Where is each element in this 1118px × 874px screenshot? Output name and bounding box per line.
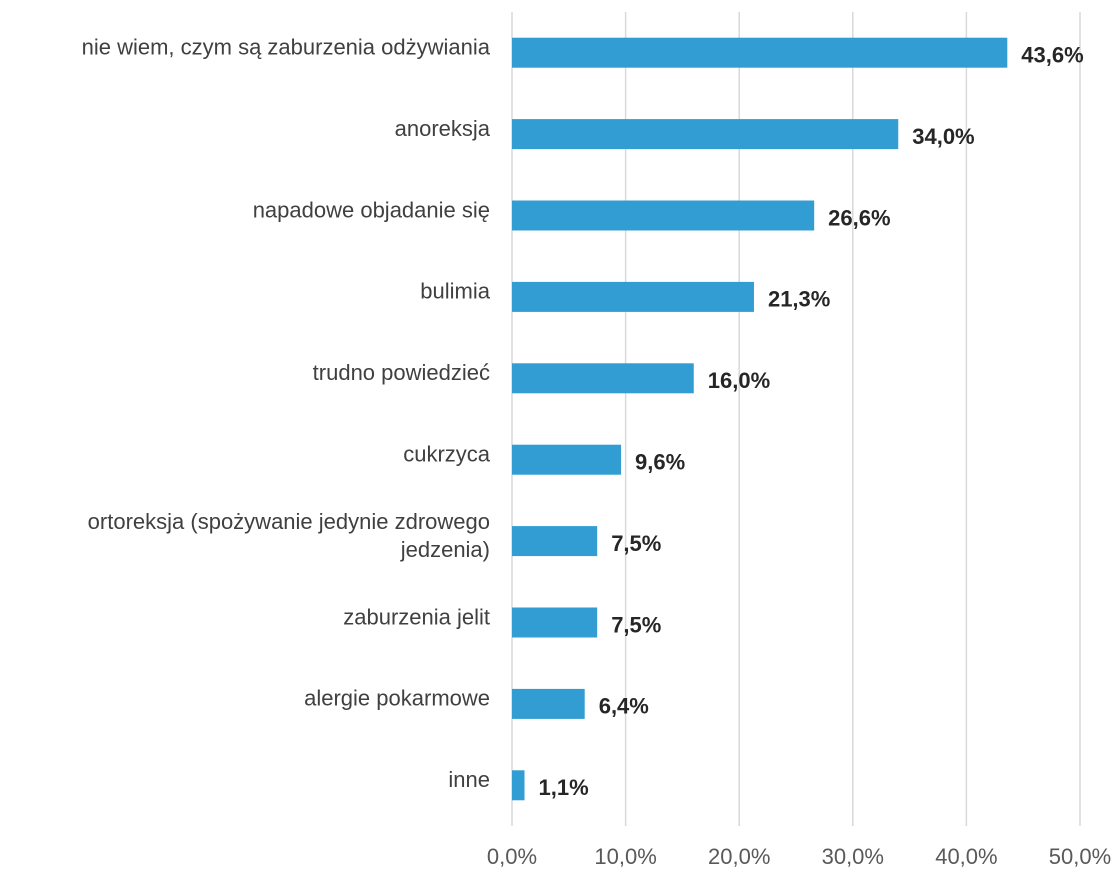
x-tick-label: 0,0% bbox=[487, 844, 537, 869]
y-tick-label: nie wiem, czym są zaburzenia odżywiania bbox=[82, 35, 491, 60]
y-tick-label: cukrzyca bbox=[403, 442, 491, 467]
y-tick-label: alergie pokarmowe bbox=[304, 686, 490, 711]
x-tick-label: 10,0% bbox=[594, 844, 656, 869]
bar bbox=[512, 119, 899, 150]
y-tick-label: ortoreksja (spożywanie jedynie zdrowego j… bbox=[88, 509, 490, 562]
bar bbox=[512, 200, 815, 231]
data-label: 34,0% bbox=[912, 124, 974, 149]
bar bbox=[512, 444, 622, 475]
data-label: 21,3% bbox=[768, 287, 830, 312]
y-tick-label: inne bbox=[448, 767, 490, 792]
data-label: 6,4% bbox=[599, 694, 649, 719]
bar bbox=[512, 688, 585, 719]
bar bbox=[512, 526, 598, 557]
data-label: 7,5% bbox=[611, 531, 661, 556]
bar bbox=[512, 770, 525, 801]
x-tick-label: 50,0% bbox=[1049, 844, 1111, 869]
y-tick-label: trudno powiedzieć bbox=[313, 360, 490, 385]
data-label: 26,6% bbox=[828, 205, 890, 230]
y-tick-label: zaburzenia jelit bbox=[343, 604, 490, 629]
bar bbox=[512, 37, 1008, 68]
y-tick-label: bulimia bbox=[420, 279, 490, 304]
bar bbox=[512, 281, 754, 312]
data-label: 16,0% bbox=[708, 368, 770, 393]
bar bbox=[512, 363, 694, 394]
data-label: 43,6% bbox=[1021, 43, 1083, 68]
y-tick-label: napadowe objadanie się bbox=[253, 197, 490, 222]
x-tick-label: 20,0% bbox=[708, 844, 770, 869]
y-tick-label: anoreksja bbox=[395, 116, 491, 141]
bar bbox=[512, 607, 598, 638]
x-tick-label: 30,0% bbox=[822, 844, 884, 869]
data-label: 9,6% bbox=[635, 450, 685, 475]
data-label: 1,1% bbox=[538, 775, 588, 800]
x-tick-label: 40,0% bbox=[935, 844, 997, 869]
data-label: 7,5% bbox=[611, 612, 661, 637]
